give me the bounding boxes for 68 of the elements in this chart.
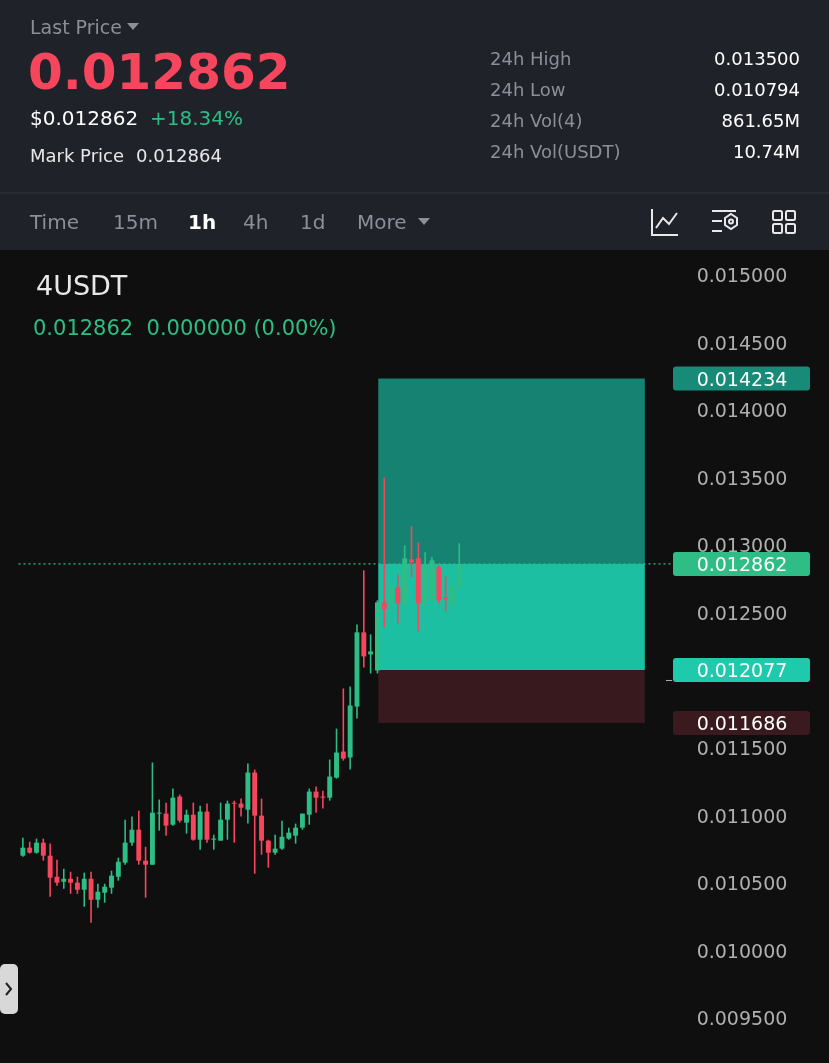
text: 24h Vol(4) (490, 109, 583, 131)
y-tick-label: 0.010500 (696, 872, 788, 895)
candlestick (231, 799, 237, 844)
candlestick (306, 787, 312, 826)
candlestick (238, 797, 244, 818)
candlestick (88, 870, 94, 924)
text: Time (29, 210, 79, 234)
y-tick-label: 0.009500 (696, 1007, 788, 1030)
band-label: 0.011686 (696, 711, 788, 734)
candlestick (156, 798, 162, 832)
text: 1d (300, 210, 326, 234)
y-tick-label: 0.011500 (696, 737, 788, 760)
candlestick (211, 833, 217, 851)
candlestick (388, 579, 394, 614)
candlestick (102, 882, 108, 904)
candlestick (109, 869, 114, 895)
band-label: 0.014234 (696, 367, 788, 390)
text: +18.34% (150, 106, 244, 130)
candlestick (443, 575, 449, 613)
candlestick (395, 573, 401, 625)
candlestick (368, 633, 374, 675)
candlestick (327, 758, 333, 802)
text: 4h (243, 210, 269, 234)
text: 0.012862 0.000000 (0.00%) (33, 316, 337, 340)
candlestick (122, 818, 128, 866)
candlestick (20, 836, 26, 858)
text: 15m (113, 210, 158, 234)
y-tick-label: 0.013500 (696, 466, 788, 489)
candlestick (218, 801, 224, 842)
candlestick (449, 584, 455, 609)
candlestick (163, 801, 169, 837)
candlestick (115, 856, 121, 882)
candlestick (224, 799, 230, 841)
text: More (357, 210, 407, 234)
y-tick-label: 0.011000 (696, 804, 788, 827)
candlestick (81, 871, 87, 908)
text: 4USDT (36, 269, 128, 301)
y-tick-label: 0.014000 (696, 399, 788, 422)
text: 24h Vol(USDT) (490, 140, 621, 162)
candlestick (381, 476, 387, 629)
text: 861.65M (721, 109, 800, 131)
band-label: 0.012077 (696, 659, 788, 682)
text: 1h (188, 210, 217, 234)
text: Mark Price (30, 144, 125, 166)
text: 24h Low (490, 78, 566, 100)
y-tick-label: 0.014500 (696, 331, 788, 354)
candlestick (40, 837, 46, 862)
text: 0.010794 (714, 78, 800, 100)
text: Last Price (30, 16, 122, 38)
candlestick (95, 882, 101, 909)
candlestick (265, 838, 271, 869)
y-tick-label: 0.012500 (696, 601, 788, 624)
candlestick (272, 833, 278, 856)
text: 10.74M (732, 140, 800, 162)
candlestick (184, 808, 189, 835)
text: 0.012862 (28, 43, 291, 101)
candlestick (143, 845, 149, 899)
y-tick-label: 0.015000 (696, 263, 788, 286)
candlestick (293, 822, 299, 845)
candlestick (340, 687, 346, 762)
text: 24h High (490, 47, 572, 69)
candlestick (47, 842, 53, 898)
text: 0.012864 (136, 144, 222, 166)
text: $0.012862 (30, 106, 139, 130)
y-tick-label: 0.010000 (696, 939, 788, 962)
candlestick (68, 870, 74, 895)
candlestick (61, 867, 67, 890)
candlestick (409, 525, 414, 579)
